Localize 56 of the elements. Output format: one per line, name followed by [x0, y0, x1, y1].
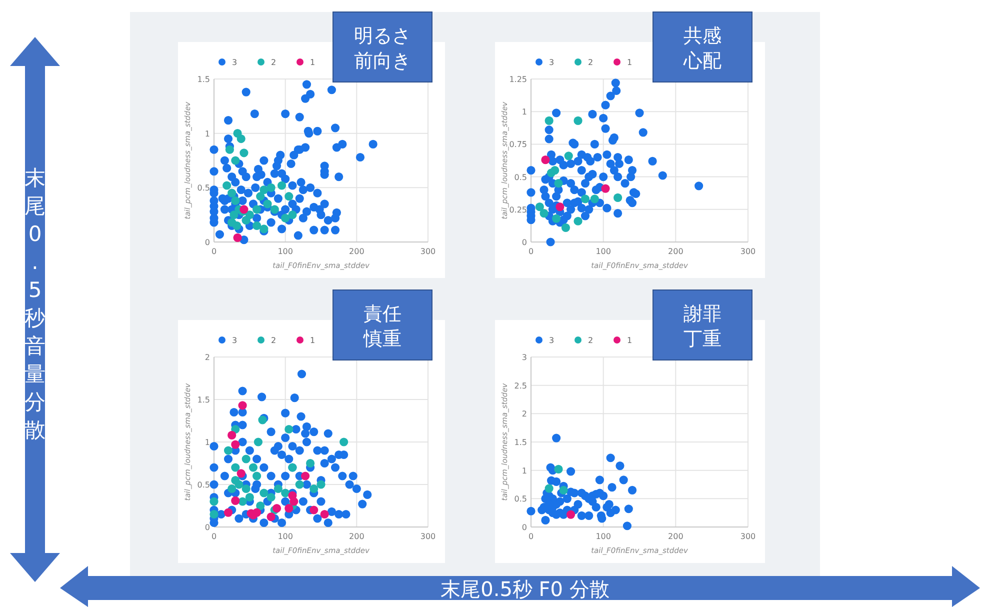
x-tick-label: 200: [349, 532, 364, 541]
y-tick-label: 2: [522, 410, 527, 419]
y-tick-label: 0.75: [509, 140, 527, 150]
y-tick-label: 2.5: [514, 381, 527, 390]
chart-title: 明るさ前向き: [354, 25, 411, 72]
y-tick-label: 0: [204, 523, 210, 532]
text: 末尾0.5秒音量分散: [24, 166, 46, 442]
y-tick-label: 3: [522, 353, 527, 362]
y-tick-label: 1: [522, 466, 527, 476]
x-tick-label: 100: [278, 532, 293, 541]
chart-title: 共感心配: [682, 25, 722, 72]
y-tick-label: 0: [522, 523, 527, 532]
y-tick-label: 0.5: [197, 480, 210, 490]
legend-label: 2: [588, 58, 594, 67]
legend-label: 3: [549, 336, 554, 345]
text: 末尾0.5秒 F0 分散: [440, 577, 610, 601]
x-tick-label: 300: [740, 247, 756, 256]
legend-label: 2: [271, 336, 276, 345]
y-tick-label: 0: [204, 238, 210, 247]
y-tick-label: 0.5: [514, 172, 527, 182]
chart-title: 責任慎重: [362, 303, 402, 350]
y-tick-label: 1: [204, 129, 210, 138]
legend-label: 2: [588, 336, 594, 345]
y-tick-label: 0.5: [197, 184, 210, 193]
chart-title: 謝罪丁重: [684, 303, 722, 350]
x-tick-label: 200: [668, 247, 684, 256]
x-tick-label: 300: [420, 532, 436, 541]
y-tick-label: 1: [522, 108, 527, 117]
y-tick-label: 1.5: [197, 75, 210, 84]
legend-label: 3: [549, 58, 554, 67]
x-tick-label: 0: [528, 247, 534, 256]
y-tick-label: 1: [204, 438, 210, 447]
legend-label: 1: [310, 336, 316, 345]
x-tick-label: 0: [211, 532, 217, 541]
y-tick-label: 1.5: [197, 396, 210, 404]
legend-label: 1: [310, 58, 316, 67]
y-tick-label: 0: [522, 238, 527, 247]
legend-label: 1: [627, 336, 632, 345]
legend-label: 1: [627, 58, 632, 67]
y-tick-label: 0.25: [509, 205, 527, 214]
x-tick-label: 100: [596, 247, 611, 256]
x-tick-label: 0: [528, 532, 534, 541]
x-tick-label: 100: [596, 532, 611, 541]
x-tick-label: 300: [740, 532, 756, 541]
x-tick-label: 200: [349, 247, 364, 256]
x-tick-label: 200: [668, 532, 684, 541]
legend-label: 3: [232, 336, 238, 345]
legend-label: 2: [271, 58, 276, 67]
legend-label: 3: [232, 58, 238, 67]
x-tick-label: 300: [420, 247, 436, 256]
x-tick-label: 100: [278, 247, 293, 256]
y-tick-label: 1.25: [509, 75, 527, 84]
x-tick-label: 0: [211, 247, 217, 256]
y-tick-label: 1.5: [514, 438, 527, 447]
y-tick-label: 0.5: [514, 494, 527, 504]
y-tick-label: 2: [204, 353, 210, 362]
